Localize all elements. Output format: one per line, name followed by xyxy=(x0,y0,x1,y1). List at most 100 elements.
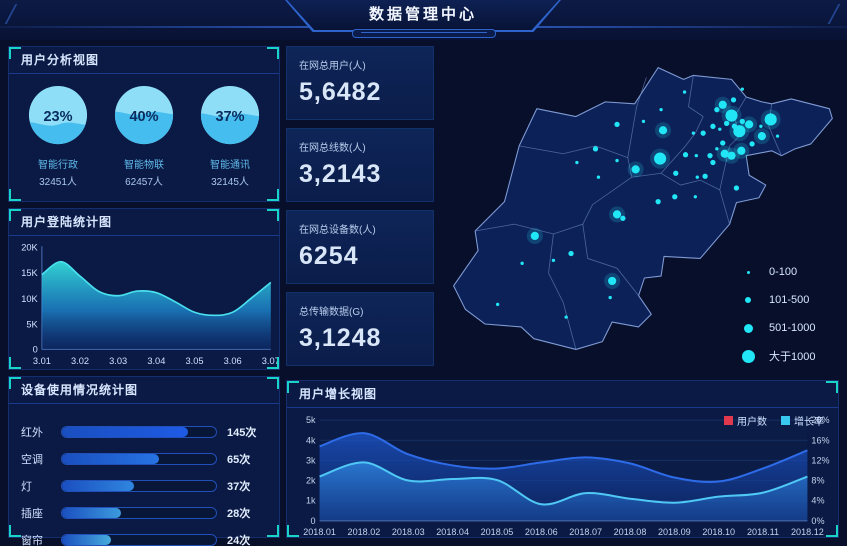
map-bubble[interactable] xyxy=(673,170,679,176)
map-bubble[interactable] xyxy=(733,185,740,191)
bar-track xyxy=(61,506,217,519)
map-bubble[interactable] xyxy=(757,131,766,141)
map-bubble[interactable] xyxy=(659,108,663,112)
map-legend-item[interactable]: 大于1000 xyxy=(742,342,816,370)
page-title: 数据管理中心 xyxy=(368,6,477,23)
x-tick: 2018.10 xyxy=(702,527,735,537)
bar-track xyxy=(61,425,217,438)
map-bubble[interactable] xyxy=(707,153,713,159)
x-tick: 2018.08 xyxy=(614,527,647,537)
y-tick-left: 1k xyxy=(306,496,316,506)
map-bubble[interactable] xyxy=(727,151,736,160)
gauge-percent: 23% xyxy=(43,109,72,125)
bar-fill xyxy=(62,480,135,491)
map-bubble[interactable] xyxy=(739,118,745,125)
y-tick-left: 5k xyxy=(306,415,316,425)
map-bubble[interactable] xyxy=(695,175,699,179)
map-bubble[interactable] xyxy=(775,134,780,138)
map-bubble[interactable] xyxy=(564,315,568,319)
x-tick: 3.07 xyxy=(262,356,277,366)
stat-value: 3,1248 xyxy=(299,324,382,352)
login-area-chart: 20K 15K 10K 5K 0 3.01 3.02 3.03 3.04 3.0… xyxy=(21,242,280,366)
map-legend-item[interactable]: 501-1000 xyxy=(742,314,816,342)
map-legend-item[interactable]: 101-500 xyxy=(742,286,816,314)
map-bubble[interactable] xyxy=(614,121,620,128)
map-bubble[interactable] xyxy=(715,147,719,151)
map-bubble[interactable] xyxy=(658,126,668,135)
gauge-label: 智能通讯 xyxy=(210,160,250,171)
map-bubble[interactable] xyxy=(718,127,722,131)
map-bubble[interactable] xyxy=(764,113,777,126)
y-tick-left: 0 xyxy=(311,516,316,526)
map-bubble[interactable] xyxy=(693,195,697,199)
map-bubble[interactable] xyxy=(723,120,730,127)
map-bubble[interactable] xyxy=(596,175,601,179)
map-bubble[interactable] xyxy=(720,149,729,158)
map-bubble[interactable] xyxy=(655,199,661,205)
map-bubble[interactable] xyxy=(641,119,646,124)
map-bubble[interactable] xyxy=(718,100,727,109)
map-bubble[interactable] xyxy=(700,130,706,136)
map-legend-label: 101-500 xyxy=(769,294,810,306)
map-bubble[interactable] xyxy=(694,154,698,158)
map-bubble[interactable] xyxy=(608,295,612,300)
map-bubble[interactable] xyxy=(731,123,738,129)
map-bubble[interactable] xyxy=(495,302,500,307)
stat-card-total-data: 总传输数据(G) 3,1248 xyxy=(286,292,434,366)
bubble-size-icon xyxy=(742,349,755,363)
map-bubble[interactable] xyxy=(710,123,716,129)
map-bubble[interactable] xyxy=(631,165,640,174)
bar-row: 空调 65次 xyxy=(21,445,267,472)
map-bubble[interactable] xyxy=(759,124,763,128)
map-bubble[interactable] xyxy=(575,160,579,165)
legend-item-users[interactable]: 用户数 xyxy=(724,413,767,428)
stat-label: 在网总设备数(人) xyxy=(299,225,376,236)
map-bubble[interactable] xyxy=(654,152,667,165)
map-bubble[interactable] xyxy=(730,97,737,103)
map-bubble[interactable] xyxy=(714,107,720,113)
map-bubble[interactable] xyxy=(672,194,678,200)
map-bubble[interactable] xyxy=(710,159,716,166)
map-bubble[interactable] xyxy=(740,87,744,91)
gauge-item: 40% 智能物联 62457人 xyxy=(102,84,186,188)
map-bubble[interactable] xyxy=(745,120,754,129)
map-bubble[interactable] xyxy=(612,210,622,219)
x-tick: 2018.03 xyxy=(392,527,425,537)
bubble-size-icon xyxy=(745,297,751,303)
bar-track xyxy=(61,479,217,492)
bar-value: 145次 xyxy=(227,426,257,439)
map-bubble[interactable] xyxy=(615,158,619,163)
map-bubble[interactable] xyxy=(592,146,599,152)
legend-item-growth-rate[interactable]: 增长率 xyxy=(781,413,824,428)
map-legend-label: 大于1000 xyxy=(769,351,816,363)
map-bubble[interactable] xyxy=(749,141,755,147)
legend-swatch-red xyxy=(724,416,733,425)
map-bubble[interactable] xyxy=(702,173,708,179)
panel-user-analysis: 用户分析视图 23% 智能行政 32451人 40% 智 xyxy=(8,46,280,202)
map-bubble[interactable] xyxy=(691,131,696,135)
header-slash-right xyxy=(827,4,841,24)
gauge-percent: 40% xyxy=(129,109,158,125)
bar-fill xyxy=(62,507,121,518)
y-tick-left: 3k xyxy=(306,455,316,465)
region-bubble-map xyxy=(453,67,833,350)
map-bubble[interactable] xyxy=(720,140,726,146)
map-bubble[interactable] xyxy=(530,231,539,241)
map-bubble[interactable] xyxy=(725,109,738,122)
map-legend-item[interactable]: 0-100 xyxy=(742,258,816,286)
header-trapezoid xyxy=(287,0,559,30)
map-bubble[interactable] xyxy=(551,258,556,263)
map-bubble[interactable] xyxy=(682,152,689,158)
panel-user-analysis-title: 用户分析视图 xyxy=(9,47,279,74)
map-bubble[interactable] xyxy=(608,276,617,286)
map-bubble[interactable] xyxy=(682,90,687,94)
map-bubble[interactable] xyxy=(568,250,574,257)
map-bubble[interactable] xyxy=(620,215,626,221)
map-bubble[interactable] xyxy=(737,146,746,155)
x-tick: 2018.04 xyxy=(436,527,469,537)
x-tick: 2018.02 xyxy=(348,527,381,537)
bar-label: 窗帘 xyxy=(21,534,43,546)
x-tick: 3.06 xyxy=(224,356,242,366)
bar-row: 红外 145次 xyxy=(21,418,267,445)
map-bubble[interactable] xyxy=(520,261,524,265)
